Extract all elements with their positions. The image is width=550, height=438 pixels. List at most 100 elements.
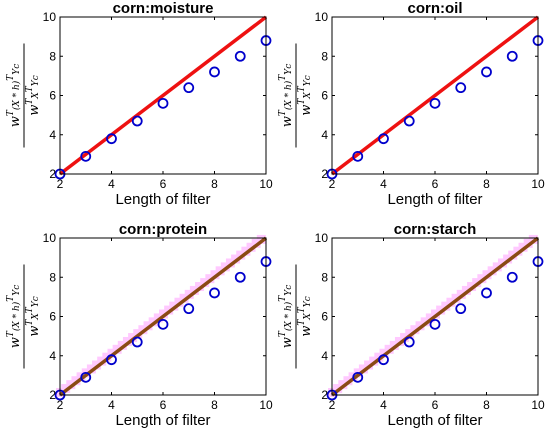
x-tick-label: 8: [211, 398, 218, 412]
data-point: [429, 97, 441, 109]
data-point: [209, 66, 220, 78]
ylabel-num-sup: T: [278, 330, 288, 337]
x-axis-label: Length of filter: [115, 191, 210, 208]
x-tick-label: 8: [483, 177, 490, 191]
ylabel-num-sup: T: [6, 330, 16, 337]
chart-title: corn:protein: [119, 221, 207, 238]
y-tick-label: 8: [49, 270, 56, 284]
ylabel-den-tail: Yc: [31, 75, 41, 86]
data-point: [106, 354, 117, 366]
ylabel-num-tail: Yc: [12, 64, 22, 75]
ylabel-num-sup2: T: [278, 295, 288, 302]
x-tick-label: 6: [160, 398, 167, 412]
ylabel-den-tail: Yc: [303, 75, 313, 86]
y-tick-label: 6: [49, 310, 56, 324]
x-axis-label: Length of filter: [387, 191, 482, 208]
chart-panel-3: 2 4 6 8 10 2 4 6 8 10 corn:protein Length of filter…: [6, 221, 273, 429]
y-tick-label: 4: [321, 128, 328, 142]
ylabel-den-tail: Yc: [31, 296, 41, 307]
ylabel-numerator: wT(X * h)TYc: [6, 285, 23, 349]
diagonal-line: [58, 15, 268, 176]
data-point: [352, 150, 364, 162]
data-point: [106, 133, 117, 145]
data-point: [234, 50, 246, 62]
data-point: [157, 97, 169, 109]
chart-title: corn:oil: [408, 0, 463, 17]
x-tick-label: 8: [211, 177, 218, 191]
ylabel-den-sup2: T: [297, 85, 307, 92]
data-point: [183, 82, 195, 94]
data-point: [209, 287, 220, 299]
x-tick-label: 8: [483, 398, 490, 412]
data-point: [378, 354, 389, 366]
ylabel-num-sup2: T: [6, 74, 16, 81]
x-axis-label: Length of filter: [387, 412, 482, 429]
x-tick-label: 10: [259, 398, 273, 412]
ylabel-num-w: w: [8, 116, 23, 127]
ylabel-num-tail: Yc: [284, 64, 294, 75]
ylabel-den-sup2: T: [25, 306, 35, 313]
x-tick-label: 6: [160, 177, 167, 191]
ylabel-denominator: wTXTYc: [25, 296, 42, 337]
y-tick-label: 10: [315, 10, 329, 24]
ylabel-den-sup: T: [297, 319, 307, 326]
data-point: [352, 371, 364, 383]
ylabel-den-sup: T: [297, 98, 307, 105]
data-point: [429, 318, 441, 330]
ylabel-num-sup: T: [278, 109, 288, 116]
ylabel-num-sup2: T: [6, 295, 16, 302]
y-tick-label: 8: [49, 49, 56, 63]
ylabel-den-sup2: T: [297, 306, 307, 313]
ylabel-den-w: w: [27, 326, 42, 337]
ylabel-num-mid: (X * h): [11, 301, 22, 331]
data-point: [481, 66, 492, 78]
data-point: [80, 150, 92, 162]
ylabel-den-sup2: T: [25, 85, 35, 92]
data-point: [234, 271, 246, 283]
y-tick-label: 2: [321, 388, 328, 402]
diagonal-line: [58, 236, 268, 397]
ylabel-den-w: w: [299, 326, 314, 337]
diagonal-line: [330, 236, 540, 397]
data-point: [403, 336, 415, 348]
data-point: [455, 303, 467, 315]
ylabel-num-sup2: T: [278, 74, 288, 81]
data-point: [506, 271, 518, 283]
ylabel-num-w: w: [280, 116, 295, 127]
x-tick-label: 2: [57, 398, 64, 412]
chart-title: corn:starch: [394, 221, 477, 238]
data-point: [403, 115, 415, 127]
data-point: [80, 371, 92, 383]
ylabel-num-sup: T: [6, 109, 16, 116]
y-tick-label: 2: [321, 167, 328, 181]
y-tick-label: 4: [321, 349, 328, 363]
ylabel-num-tail: Yc: [284, 285, 294, 296]
ylabel-denominator: wTXTYc: [297, 75, 314, 116]
chart-panel-1: 2 4 6 8 10 2 4 6 8 10 corn:moisture Length of filte…: [6, 0, 273, 208]
x-tick-label: 10: [531, 398, 545, 412]
x-tick-label: 2: [329, 398, 336, 412]
ylabel-num-w: w: [8, 337, 23, 348]
x-tick-label: 10: [531, 177, 545, 191]
data-point: [131, 336, 143, 348]
y-tick-label: 2: [49, 167, 56, 181]
ylabel-numerator: wT(X * h)TYc: [6, 64, 23, 128]
x-tick-label: 4: [380, 177, 387, 191]
ylabel-den-mid: X: [303, 92, 313, 100]
y-tick-label: 10: [315, 231, 329, 245]
y-tick-label: 6: [49, 89, 56, 103]
ylabel-den-w: w: [299, 105, 314, 116]
ylabel-num-mid: (X * h): [283, 80, 294, 110]
ylabel-denominator: wTXTYc: [297, 296, 314, 337]
y-tick-label: 10: [43, 10, 57, 24]
data-point: [378, 133, 389, 145]
x-tick-label: 2: [329, 177, 336, 191]
data-point: [183, 303, 195, 315]
data-point: [455, 82, 467, 94]
